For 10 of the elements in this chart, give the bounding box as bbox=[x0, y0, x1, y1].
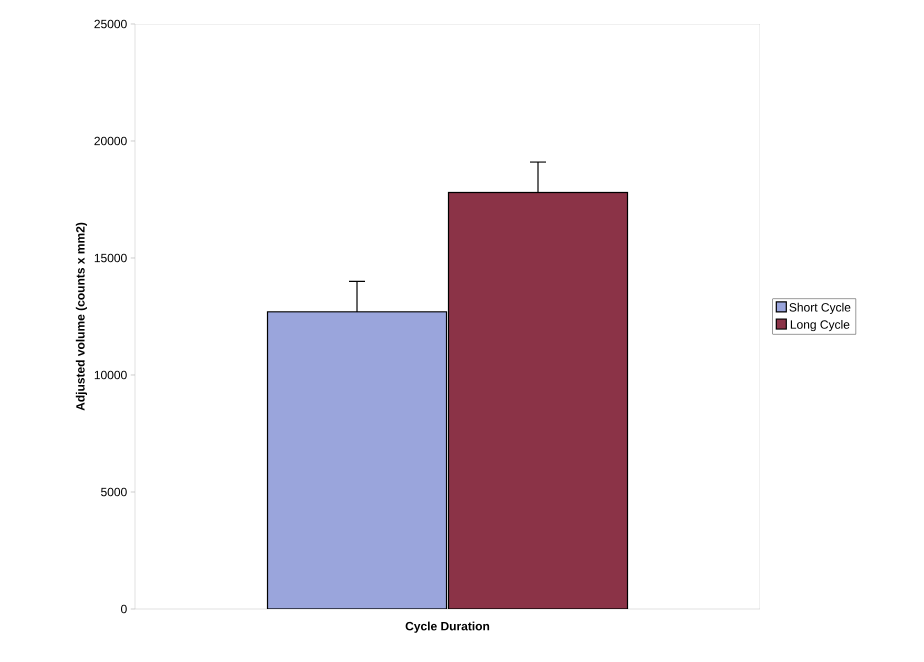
y-tick-label: 25000 bbox=[94, 20, 127, 28]
y-axis-title: Adjusted volume (counts x mm2) bbox=[76, 222, 88, 411]
y-tick-label: 10000 bbox=[94, 370, 127, 380]
y-tick-label: 5000 bbox=[101, 488, 127, 496]
y-tick-label: 20000 bbox=[94, 136, 127, 146]
legend-label: Short Cycle bbox=[789, 302, 850, 314]
y-tick-label: 15000 bbox=[94, 254, 127, 262]
x-axis-title: Cycle Duration bbox=[406, 622, 490, 633]
y-tick-label: 0 bbox=[121, 604, 127, 614]
legend-label: Long Cycle bbox=[790, 320, 850, 332]
